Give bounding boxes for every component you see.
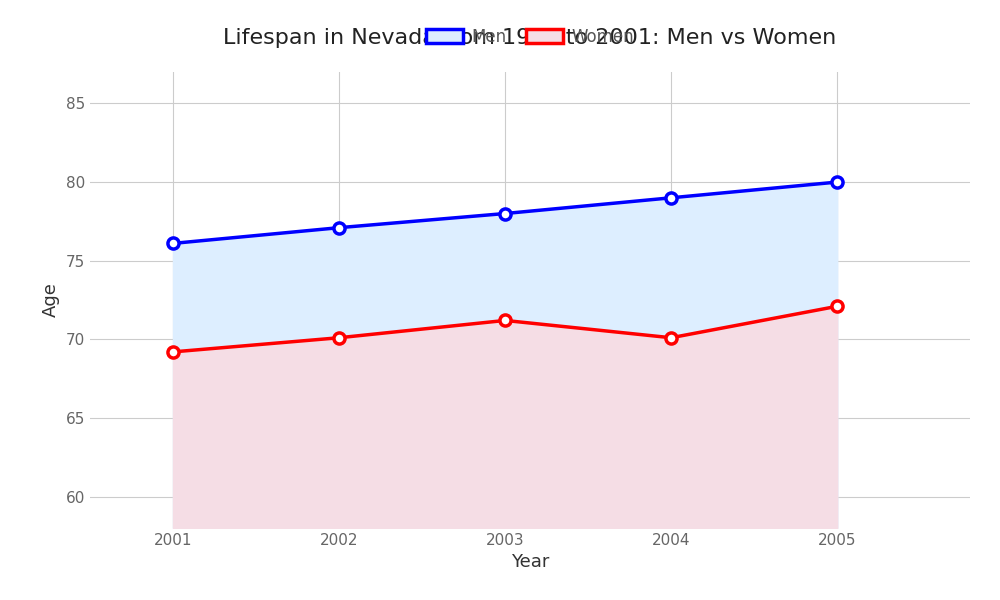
Title: Lifespan in Nevada from 1980 to 2001: Men vs Women: Lifespan in Nevada from 1980 to 2001: Me… (223, 28, 837, 48)
Legend: Men, Women: Men, Women (419, 21, 641, 52)
Y-axis label: Age: Age (42, 283, 60, 317)
X-axis label: Year: Year (511, 553, 549, 571)
